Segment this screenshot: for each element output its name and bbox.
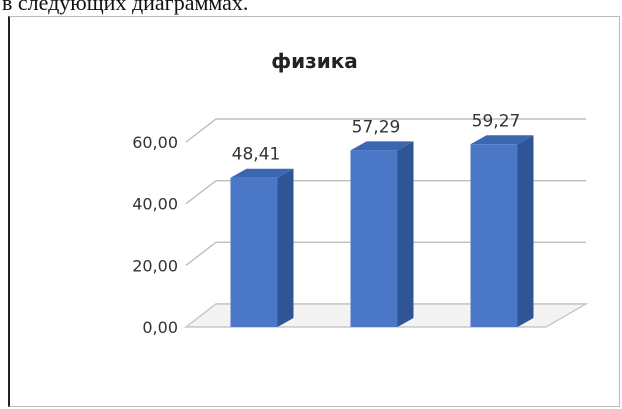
y-tick-label: 40,00 bbox=[132, 195, 178, 214]
bar-top bbox=[470, 135, 534, 145]
bar bbox=[230, 177, 278, 327]
bar-side bbox=[397, 141, 414, 327]
bar bbox=[350, 150, 398, 327]
y-tick-label: 60,00 bbox=[132, 133, 178, 152]
y-tick-label: 20,00 bbox=[132, 256, 178, 275]
bar bbox=[470, 144, 518, 327]
chart-frame: физика bbox=[8, 16, 620, 407]
bar-side bbox=[517, 135, 534, 327]
data-label: 57,29 bbox=[352, 117, 401, 137]
gridline bbox=[185, 179, 586, 205]
bar-top bbox=[230, 168, 294, 178]
gridline bbox=[185, 241, 586, 266]
chart-title: физика bbox=[271, 49, 358, 73]
y-tick-label: 0,00 bbox=[142, 318, 178, 337]
bar-side bbox=[277, 168, 294, 327]
caption-fragment: в следующих диаграммах. bbox=[2, 0, 249, 15]
bar-top bbox=[350, 141, 414, 151]
data-label: 59,27 bbox=[472, 111, 521, 131]
gridline bbox=[185, 118, 586, 143]
data-label: 48,41 bbox=[232, 145, 281, 165]
